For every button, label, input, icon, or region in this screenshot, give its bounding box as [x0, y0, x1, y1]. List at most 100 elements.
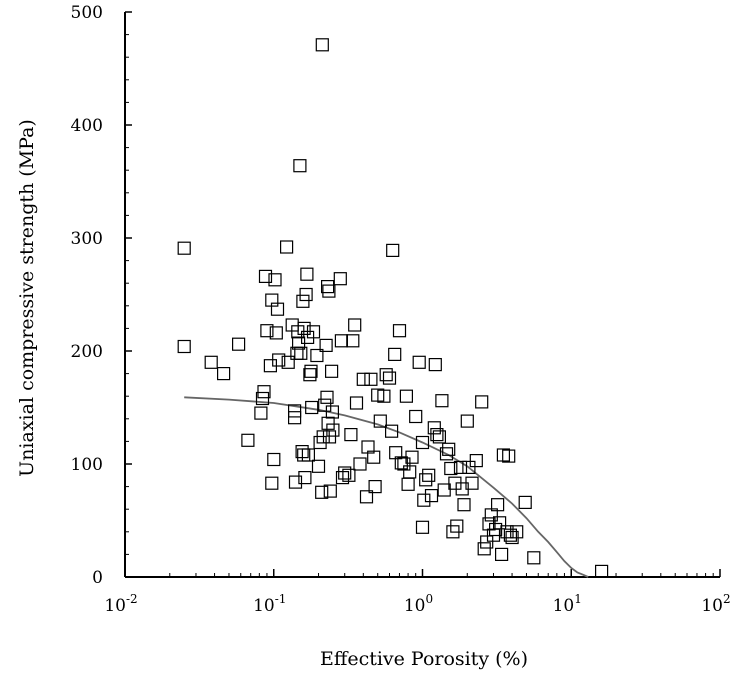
- y-tick-label: 400: [71, 116, 103, 136]
- data-point: [265, 476, 279, 490]
- data-point: [392, 324, 407, 338]
- data-point: [453, 460, 468, 474]
- data-point: [344, 428, 358, 442]
- data-point: [510, 525, 524, 539]
- data-point: [318, 398, 332, 412]
- data-point: [442, 442, 456, 456]
- data-point: [437, 483, 451, 497]
- data-point: [475, 395, 489, 409]
- data-point: [297, 321, 311, 335]
- data-point: [342, 468, 356, 482]
- data-point: [460, 414, 474, 428]
- data-point: [415, 520, 430, 534]
- data-point: [428, 358, 442, 372]
- data-point: [364, 372, 378, 386]
- x-axis-title: Effective Porosity (%): [320, 648, 528, 670]
- data-point: [367, 450, 381, 464]
- data-point: [260, 324, 274, 338]
- data-point: [348, 318, 362, 332]
- data-point: [217, 367, 231, 381]
- data-point: [346, 334, 360, 348]
- data-point: [267, 452, 281, 467]
- data-point: [325, 364, 339, 378]
- data-point: [527, 551, 541, 565]
- data-point: [518, 495, 532, 509]
- data-point: [594, 564, 609, 579]
- data-point: [280, 240, 294, 254]
- x-tick-label: 10-2: [104, 592, 137, 616]
- data-point: [477, 542, 491, 556]
- data-point: [424, 489, 439, 503]
- data-point: [489, 522, 503, 537]
- data-point: [373, 414, 387, 428]
- data-point: [480, 535, 494, 549]
- y-tick-label: 200: [71, 342, 103, 362]
- data-point: [288, 404, 302, 418]
- data-point: [305, 400, 319, 415]
- data-point: [272, 353, 286, 367]
- data-point: [382, 371, 397, 385]
- x-axis-ticks: 10-2 10-1 100 101 102: [104, 569, 731, 616]
- data-point: [353, 457, 367, 471]
- data-point: [255, 391, 270, 406]
- data-point: [377, 389, 391, 403]
- y-axis-ticks: 0 100 200 300 400 500: [71, 3, 132, 588]
- x-tick-label: 10-1: [253, 592, 286, 616]
- data-point: [465, 476, 479, 490]
- data-point: [419, 473, 433, 487]
- data-point: [301, 448, 315, 462]
- y-tick-label: 0: [92, 568, 103, 588]
- data-point: [254, 406, 268, 420]
- data-point: [299, 287, 313, 302]
- data-point: [403, 465, 417, 479]
- y-axis-title: Uniaxial compressive strength (MPa): [16, 119, 38, 477]
- data-point: [322, 430, 337, 444]
- data-point: [417, 493, 431, 507]
- y-tick-label: 300: [71, 229, 103, 249]
- data-point: [306, 325, 321, 339]
- data-point: [333, 272, 347, 286]
- data-point: [281, 355, 295, 369]
- data-point: [427, 421, 441, 435]
- x-tick-label: 102: [701, 592, 730, 616]
- data-point: [257, 385, 271, 399]
- data-point: [288, 475, 303, 489]
- data-point: [349, 396, 364, 410]
- data-point: [462, 460, 476, 474]
- data-point: [177, 339, 191, 354]
- data-point: [432, 430, 446, 444]
- x-tick-label: 101: [553, 592, 582, 616]
- data-point: [241, 433, 255, 447]
- data-point: [435, 394, 449, 408]
- data-point: [415, 435, 430, 450]
- data-point: [412, 355, 426, 369]
- data-point: [409, 409, 423, 424]
- data-point: [315, 485, 329, 499]
- data-point: [321, 416, 335, 430]
- data-point: [422, 468, 436, 482]
- data-point: [298, 471, 312, 485]
- data-point: [294, 346, 308, 360]
- data-point: [356, 372, 370, 386]
- y-tick-label: 500: [71, 3, 103, 23]
- data-point: [450, 519, 464, 533]
- data-point: [258, 269, 273, 283]
- data-point: [300, 267, 314, 281]
- data-point: [439, 447, 454, 461]
- data-point: [269, 326, 283, 340]
- data-point: [310, 348, 324, 363]
- data-point: [304, 364, 318, 378]
- data-point: [385, 424, 399, 438]
- data-point: [405, 450, 419, 464]
- x-tick-label: 100: [404, 592, 433, 616]
- data-point: [495, 547, 509, 562]
- data-point: [430, 428, 444, 442]
- data-point: [399, 389, 413, 403]
- data-point: [270, 302, 285, 316]
- data-point: [444, 461, 458, 476]
- data-point: [311, 459, 326, 473]
- data-point: [502, 449, 516, 463]
- data-point: [496, 448, 510, 462]
